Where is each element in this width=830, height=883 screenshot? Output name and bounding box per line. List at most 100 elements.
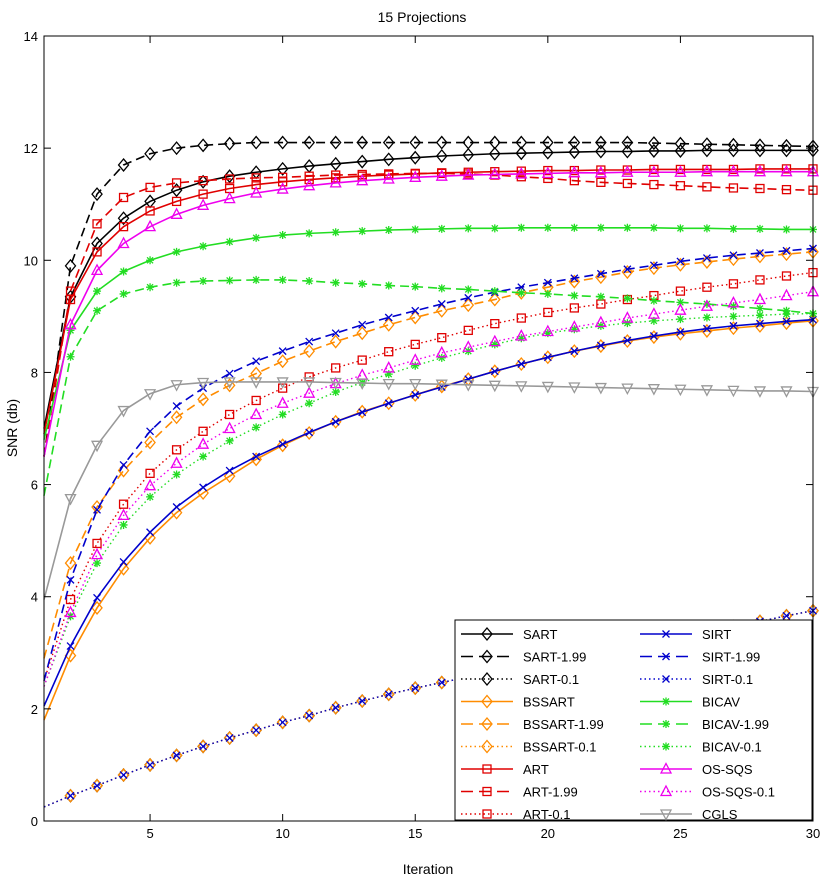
data-point [91,778,103,793]
data-point [329,377,342,390]
data-point [702,182,712,192]
legend-item: SART-0.1 [461,671,579,687]
data-point [146,427,155,436]
data-point [410,339,420,350]
data-point [382,378,395,391]
data-point [119,289,128,298]
data-point [676,315,685,324]
legend-item: OS-SQS [640,762,753,777]
series-line [43,381,814,600]
data-point [223,191,236,204]
data-point [64,605,77,618]
data-point [172,751,181,760]
legend-label: SART-0.1 [523,672,579,687]
data-point [93,287,102,296]
data-point [91,236,103,251]
data-point [331,417,340,426]
data-point [223,378,236,393]
data-point [515,167,528,179]
data-point [358,227,367,236]
data-point [568,165,581,178]
data-point [543,353,552,362]
data-point [437,300,446,308]
x-tick-label: 15 [408,826,422,841]
legend-label: BICAV-1.99 [702,717,769,732]
data-point [674,136,687,151]
data-point [278,718,287,727]
data-point [782,246,791,255]
legend-label: SIRT-0.1 [702,672,753,687]
data-point [464,285,473,294]
data-point [91,187,103,202]
legend-label: BSSART [523,695,575,710]
data-point [569,303,579,313]
data-point [674,257,687,272]
data-point [250,723,262,738]
data-point [596,177,606,187]
data-point [64,317,77,330]
series-sirt [43,315,817,707]
x-tick-label: 30 [806,826,820,841]
data-point [356,326,369,341]
data-point [488,292,501,307]
data-point [517,360,526,368]
data-point [462,168,475,180]
data-point [543,223,552,232]
data-point [676,328,685,337]
legend-label: BSSART-0.1 [523,740,596,755]
data-point [648,143,660,158]
data-point [700,164,714,177]
data-point [197,392,209,407]
data-point [755,224,764,233]
data-point [488,135,501,150]
legend-label: BICAV [702,695,740,710]
legend-marker [481,739,493,754]
data-point [305,711,314,720]
data-point [384,281,393,290]
data-point [170,748,183,763]
data-point [119,520,128,529]
data-point [541,145,554,160]
data-point [517,288,526,297]
data-point [727,385,740,398]
y-tick-label: 10 [24,253,38,268]
data-point [754,249,766,264]
data-point [172,402,181,411]
data-point [250,186,263,198]
data-point [462,135,475,150]
data-point [515,135,528,150]
data-point [702,313,711,322]
data-point [251,395,261,406]
data-point [331,703,340,712]
data-point [594,382,607,395]
legend-marker [659,784,673,797]
data-point [197,174,209,189]
legend-item: SART-1.99 [461,649,586,665]
legend-item: CGLS [640,807,738,822]
data-point [756,319,764,328]
data-point [621,334,634,349]
data-point [409,378,422,391]
data-point [727,143,740,158]
data-point [515,357,528,372]
data-point [64,556,77,571]
data-point [93,559,102,568]
data-point [435,148,448,164]
data-point [223,730,236,746]
data-point [276,715,289,730]
data-point [462,298,475,313]
y-tick-label: 12 [24,141,38,156]
data-point [754,143,766,158]
data-point [780,138,793,153]
data-point [66,642,75,651]
data-point [118,221,129,232]
data-point [462,147,475,162]
data-point [648,261,660,276]
data-point [171,178,182,188]
data-point [437,333,447,343]
data-point [649,332,658,340]
data-point [198,176,208,186]
data-point [278,440,287,449]
data-point [144,757,156,772]
y-tick-label: 0 [31,814,38,829]
